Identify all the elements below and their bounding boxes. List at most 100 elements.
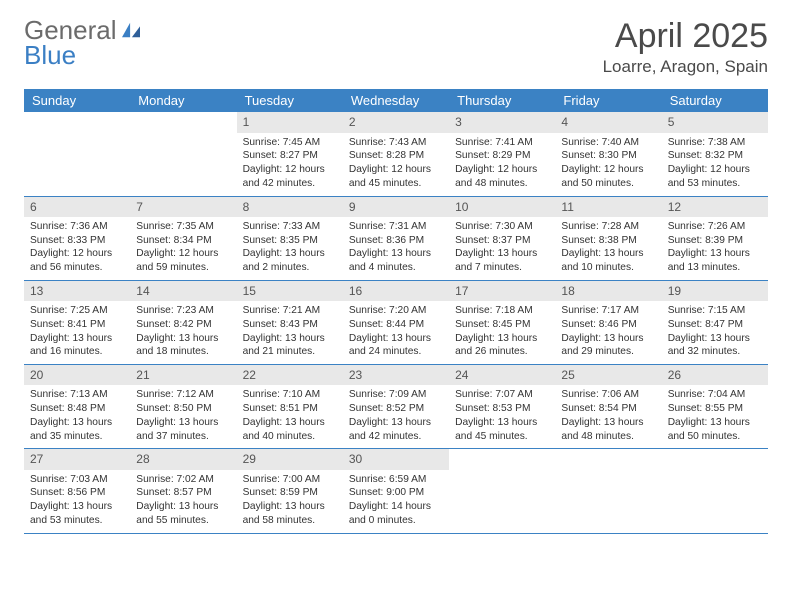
day-number: 25 [555, 365, 661, 385]
day-cell: 14Sunrise: 7:23 AMSunset: 8:42 PMDayligh… [130, 281, 236, 364]
day-cell: 15Sunrise: 7:21 AMSunset: 8:43 PMDayligh… [237, 281, 343, 364]
sunset-text: Sunset: 8:45 PM [455, 318, 549, 332]
day-cell: 4Sunrise: 7:40 AMSunset: 8:30 PMDaylight… [555, 112, 661, 195]
daylight-text: Daylight: 13 hours and 32 minutes. [668, 332, 762, 360]
sunset-text: Sunset: 8:50 PM [136, 402, 230, 416]
day-number: 19 [662, 281, 768, 301]
day-content: Sunrise: 6:59 AMSunset: 9:00 PMDaylight:… [343, 470, 449, 533]
day-cell: 23Sunrise: 7:09 AMSunset: 8:52 PMDayligh… [343, 365, 449, 448]
sunset-text: Sunset: 8:52 PM [349, 402, 443, 416]
sunset-text: Sunset: 8:30 PM [561, 149, 655, 163]
day-cell: 11Sunrise: 7:28 AMSunset: 8:38 PMDayligh… [555, 197, 661, 280]
sunrise-text: Sunrise: 7:17 AM [561, 304, 655, 318]
day-content: Sunrise: 7:06 AMSunset: 8:54 PMDaylight:… [555, 385, 661, 448]
sunset-text: Sunset: 8:35 PM [243, 234, 337, 248]
day-number: 20 [24, 365, 130, 385]
sunrise-text: Sunrise: 7:38 AM [668, 136, 762, 150]
day-cell: 2Sunrise: 7:43 AMSunset: 8:28 PMDaylight… [343, 112, 449, 195]
week-row: 13Sunrise: 7:25 AMSunset: 8:41 PMDayligh… [24, 281, 768, 365]
day-cell: 12Sunrise: 7:26 AMSunset: 8:39 PMDayligh… [662, 197, 768, 280]
sunrise-text: Sunrise: 7:41 AM [455, 136, 549, 150]
daylight-text: Daylight: 13 hours and 4 minutes. [349, 247, 443, 275]
weekday-header-row: Sunday Monday Tuesday Wednesday Thursday… [24, 89, 768, 112]
daylight-text: Daylight: 13 hours and 24 minutes. [349, 332, 443, 360]
day-number: 3 [449, 112, 555, 132]
daylight-text: Daylight: 13 hours and 35 minutes. [30, 416, 124, 444]
logo-sail-icon [120, 18, 142, 43]
day-number: 17 [449, 281, 555, 301]
day-content: Sunrise: 7:33 AMSunset: 8:35 PMDaylight:… [237, 217, 343, 280]
day-content: Sunrise: 7:18 AMSunset: 8:45 PMDaylight:… [449, 301, 555, 364]
daylight-text: Daylight: 12 hours and 53 minutes. [668, 163, 762, 191]
day-cell: 25Sunrise: 7:06 AMSunset: 8:54 PMDayligh… [555, 365, 661, 448]
week-row: 27Sunrise: 7:03 AMSunset: 8:56 PMDayligh… [24, 449, 768, 533]
day-content: Sunrise: 7:20 AMSunset: 8:44 PMDaylight:… [343, 301, 449, 364]
daylight-text: Daylight: 13 hours and 45 minutes. [455, 416, 549, 444]
day-number: 22 [237, 365, 343, 385]
day-cell: 19Sunrise: 7:15 AMSunset: 8:47 PMDayligh… [662, 281, 768, 364]
sunset-text: Sunset: 8:27 PM [243, 149, 337, 163]
day-number: 13 [24, 281, 130, 301]
daylight-text: Daylight: 13 hours and 13 minutes. [668, 247, 762, 275]
day-cell: 13Sunrise: 7:25 AMSunset: 8:41 PMDayligh… [24, 281, 130, 364]
day-cell [130, 112, 236, 195]
day-content: Sunrise: 7:41 AMSunset: 8:29 PMDaylight:… [449, 133, 555, 196]
weekday-wednesday: Wednesday [343, 89, 449, 112]
daylight-text: Daylight: 13 hours and 50 minutes. [668, 416, 762, 444]
sunrise-text: Sunrise: 7:45 AM [243, 136, 337, 150]
sunset-text: Sunset: 8:36 PM [349, 234, 443, 248]
daylight-text: Daylight: 12 hours and 59 minutes. [136, 247, 230, 275]
day-content: Sunrise: 7:00 AMSunset: 8:59 PMDaylight:… [237, 470, 343, 533]
daylight-text: Daylight: 13 hours and 55 minutes. [136, 500, 230, 528]
day-content: Sunrise: 7:10 AMSunset: 8:51 PMDaylight:… [237, 385, 343, 448]
sunrise-text: Sunrise: 7:40 AM [561, 136, 655, 150]
day-content: Sunrise: 7:03 AMSunset: 8:56 PMDaylight:… [24, 470, 130, 533]
day-number [555, 449, 661, 469]
sunset-text: Sunset: 8:32 PM [668, 149, 762, 163]
weekday-friday: Friday [555, 89, 661, 112]
day-cell: 10Sunrise: 7:30 AMSunset: 8:37 PMDayligh… [449, 197, 555, 280]
sunrise-text: Sunrise: 7:20 AM [349, 304, 443, 318]
day-cell: 29Sunrise: 7:00 AMSunset: 8:59 PMDayligh… [237, 449, 343, 532]
location-label: Loarre, Aragon, Spain [603, 57, 768, 77]
sunset-text: Sunset: 8:33 PM [30, 234, 124, 248]
sunset-text: Sunset: 8:48 PM [30, 402, 124, 416]
logo-text-general: General [24, 18, 117, 43]
day-number: 28 [130, 449, 236, 469]
day-content: Sunrise: 7:12 AMSunset: 8:50 PMDaylight:… [130, 385, 236, 448]
day-cell: 6Sunrise: 7:36 AMSunset: 8:33 PMDaylight… [24, 197, 130, 280]
day-content: Sunrise: 7:35 AMSunset: 8:34 PMDaylight:… [130, 217, 236, 280]
sunrise-text: Sunrise: 7:15 AM [668, 304, 762, 318]
day-content: Sunrise: 7:26 AMSunset: 8:39 PMDaylight:… [662, 217, 768, 280]
sunrise-text: Sunrise: 7:09 AM [349, 388, 443, 402]
day-number: 30 [343, 449, 449, 469]
week-row: 1Sunrise: 7:45 AMSunset: 8:27 PMDaylight… [24, 112, 768, 196]
weekday-monday: Monday [130, 89, 236, 112]
sunrise-text: Sunrise: 7:02 AM [136, 473, 230, 487]
month-title: April 2025 [603, 18, 768, 55]
day-content: Sunrise: 7:31 AMSunset: 8:36 PMDaylight:… [343, 217, 449, 280]
day-content: Sunrise: 7:21 AMSunset: 8:43 PMDaylight:… [237, 301, 343, 364]
day-number: 9 [343, 197, 449, 217]
day-number: 27 [24, 449, 130, 469]
sunset-text: Sunset: 8:28 PM [349, 149, 443, 163]
sunset-text: Sunset: 8:37 PM [455, 234, 549, 248]
day-content: Sunrise: 7:43 AMSunset: 8:28 PMDaylight:… [343, 133, 449, 196]
day-content: Sunrise: 7:36 AMSunset: 8:33 PMDaylight:… [24, 217, 130, 280]
sunrise-text: Sunrise: 7:13 AM [30, 388, 124, 402]
day-number [449, 449, 555, 469]
day-number [24, 112, 130, 132]
day-cell: 27Sunrise: 7:03 AMSunset: 8:56 PMDayligh… [24, 449, 130, 532]
week-row: 6Sunrise: 7:36 AMSunset: 8:33 PMDaylight… [24, 197, 768, 281]
day-number: 6 [24, 197, 130, 217]
day-cell: 16Sunrise: 7:20 AMSunset: 8:44 PMDayligh… [343, 281, 449, 364]
day-content: Sunrise: 7:02 AMSunset: 8:57 PMDaylight:… [130, 470, 236, 533]
day-number: 16 [343, 281, 449, 301]
day-number: 11 [555, 197, 661, 217]
day-number: 18 [555, 281, 661, 301]
day-cell [555, 449, 661, 532]
week-row: 20Sunrise: 7:13 AMSunset: 8:48 PMDayligh… [24, 365, 768, 449]
day-cell: 28Sunrise: 7:02 AMSunset: 8:57 PMDayligh… [130, 449, 236, 532]
day-content: Sunrise: 7:17 AMSunset: 8:46 PMDaylight:… [555, 301, 661, 364]
day-content: Sunrise: 7:40 AMSunset: 8:30 PMDaylight:… [555, 133, 661, 196]
